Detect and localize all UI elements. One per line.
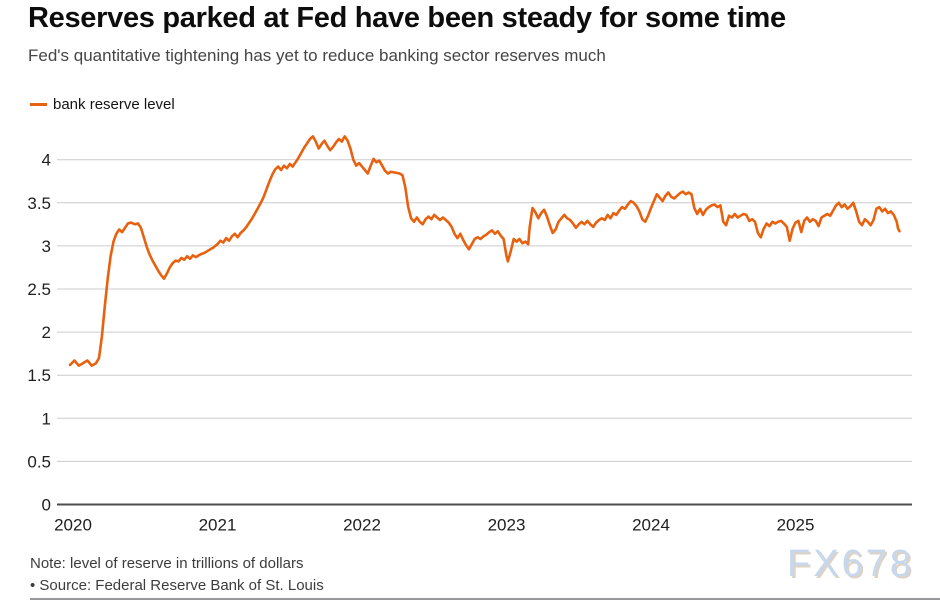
legend-label: bank reserve level bbox=[53, 95, 175, 113]
y-tick-label: 0.5 bbox=[27, 452, 51, 471]
x-tick-label: 2023 bbox=[488, 516, 526, 535]
series-line-bank-reserve-level bbox=[68, 135, 901, 368]
y-tick-label: 1 bbox=[42, 409, 51, 428]
chart-source: • Source: Federal Reserve Bank of St. Lo… bbox=[30, 577, 324, 594]
legend: bank reserve level bbox=[30, 95, 175, 113]
page-title: Reserves parked at Fed have been steady … bbox=[28, 2, 786, 34]
chart-subtitle: Fed's quantitative tightening has yet to… bbox=[28, 46, 606, 65]
y-tick-label: 1.5 bbox=[27, 366, 51, 385]
legend-line-swatch bbox=[30, 102, 47, 106]
y-tick-label: 3 bbox=[42, 237, 51, 256]
y-tick-label: 3.5 bbox=[27, 194, 51, 213]
x-tick-label: 2021 bbox=[199, 516, 237, 535]
x-tick-label: 2022 bbox=[343, 516, 381, 535]
x-tick-label: 2020 bbox=[54, 516, 92, 535]
x-tick-label: 2024 bbox=[632, 516, 670, 535]
y-tick-label: 2.5 bbox=[27, 280, 51, 299]
y-tick-label: 0 bbox=[42, 495, 51, 514]
chart-note: Note: level of reserve in trillions of d… bbox=[30, 555, 304, 572]
y-tick-label: 2 bbox=[42, 323, 51, 342]
y-tick-label: 4 bbox=[42, 151, 51, 170]
watermark-fx678: FX678 bbox=[787, 543, 914, 585]
bottom-border bbox=[30, 598, 940, 600]
x-tick-label: 2025 bbox=[777, 516, 815, 535]
